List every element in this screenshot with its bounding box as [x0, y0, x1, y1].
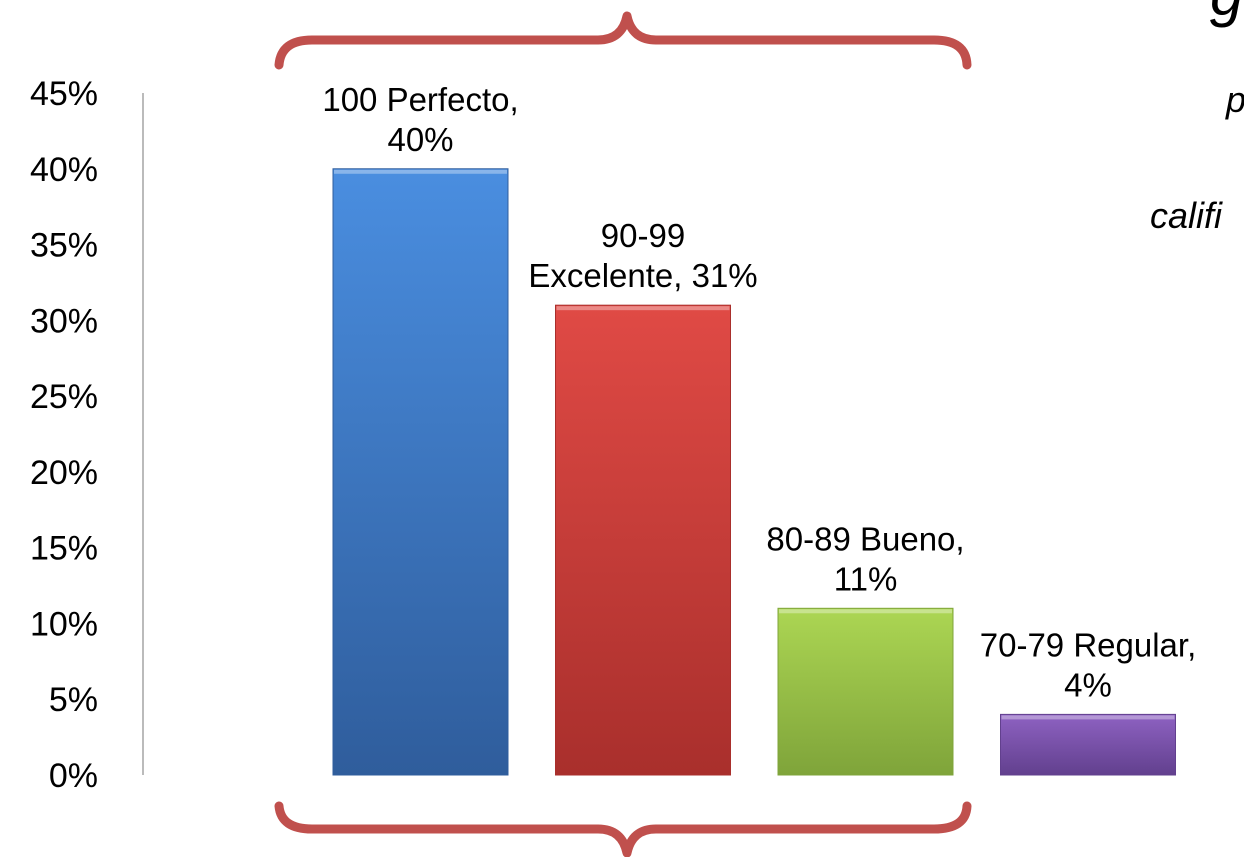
y-tick-label: 15%	[30, 530, 98, 568]
y-tick-label: 25%	[30, 378, 98, 416]
y-tick-label: 45%	[30, 75, 98, 113]
data-label: 70-79 Regular,	[980, 626, 1196, 663]
side-text-line-1: g	[1210, 0, 1243, 28]
top-brace	[274, 11, 972, 70]
bar-highlight	[556, 306, 730, 311]
y-tick-label: 40%	[30, 151, 98, 189]
y-tick-label: 30%	[30, 302, 98, 340]
data-label: 40%	[387, 121, 453, 158]
y-tick-label: 5%	[49, 681, 98, 719]
data-label: Excelente, 31%	[528, 257, 757, 294]
bar-highlight	[779, 609, 952, 614]
side-text: g p califi	[1150, 0, 1244, 236]
side-text-line-3: califi	[1150, 195, 1223, 236]
data-label: 80-89 Bueno,	[766, 520, 964, 557]
y-tick-label: 10%	[30, 605, 98, 643]
bar-highlight	[334, 169, 507, 174]
y-tick-label: 35%	[30, 227, 98, 265]
data-label: 90-99	[601, 217, 685, 254]
data-label: 100 Perfecto,	[322, 81, 518, 118]
data-label: 4%	[1064, 666, 1112, 703]
y-tick-label: 20%	[30, 454, 98, 492]
side-text-line-2: p	[1225, 79, 1244, 120]
bottom-brace	[274, 801, 972, 857]
bar-highlight	[1001, 715, 1175, 720]
bar	[1000, 713, 1176, 776]
y-tick-label: 0%	[49, 757, 98, 795]
y-axis-ticks: 0% 5% 10% 15% 20% 25% 30% 35% 40% 45%	[30, 75, 98, 795]
bar	[777, 607, 954, 776]
bar	[332, 168, 509, 776]
data-label: 11%	[834, 560, 898, 597]
bar	[555, 304, 731, 776]
bars	[332, 168, 1176, 776]
